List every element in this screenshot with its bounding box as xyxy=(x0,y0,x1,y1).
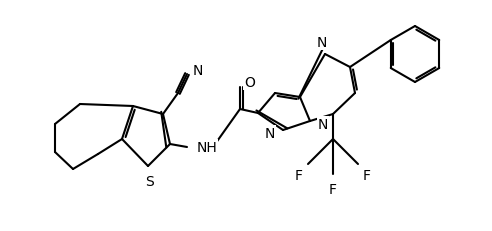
Text: O: O xyxy=(244,76,255,90)
Text: F: F xyxy=(295,168,303,182)
Text: S: S xyxy=(146,174,154,188)
Text: N: N xyxy=(318,118,328,131)
Text: N: N xyxy=(317,36,327,50)
Text: N: N xyxy=(193,64,203,78)
Text: N: N xyxy=(265,126,275,140)
Text: F: F xyxy=(363,168,371,182)
Text: F: F xyxy=(329,182,337,196)
Text: NH: NH xyxy=(197,140,218,154)
